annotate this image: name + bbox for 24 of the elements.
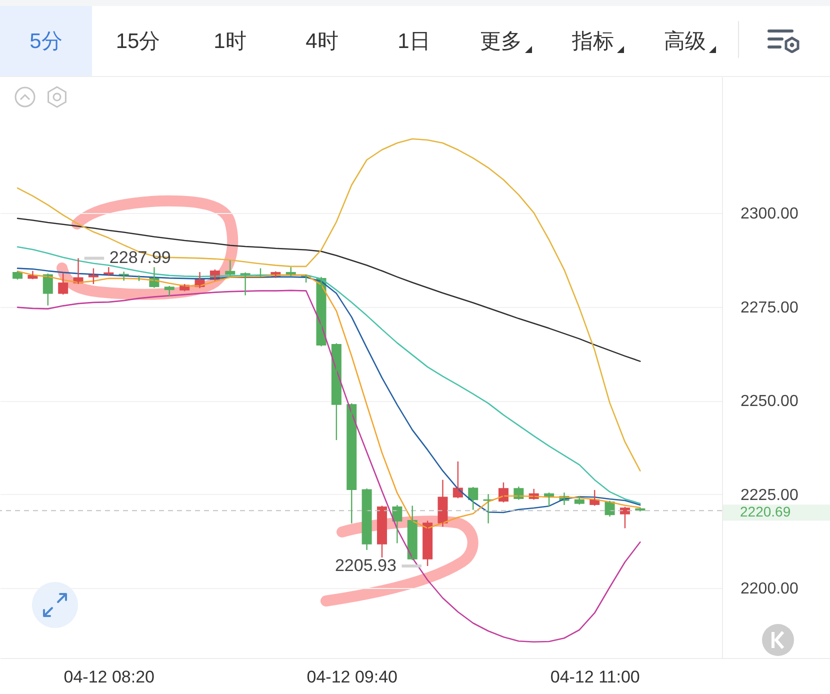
text: 5分 [30, 29, 62, 55]
y-tick-label: 2200.00 [740, 580, 798, 598]
text: 高级 [664, 29, 706, 55]
annotation: 2205.93 [334, 556, 396, 575]
text: 15分 [116, 29, 160, 55]
annotation: 2287.99 [109, 248, 171, 268]
y-tick-label: 2250.00 [740, 393, 798, 410]
x-tick-label: 04-12 08:20 [64, 668, 155, 686]
candlestick [58, 272, 68, 296]
text: 4时 [306, 29, 338, 55]
y-tick-label: 2300.00 [740, 206, 798, 223]
x-tick-label: 04-12 11:00 [550, 668, 640, 686]
line-series [16, 138, 641, 472]
text: 1时 [214, 29, 246, 55]
text: 更多 [480, 29, 522, 55]
y-tick-label: 2225.00 [740, 486, 798, 504]
text: 1日 [398, 29, 430, 55]
line-series [16, 218, 641, 362]
x-tick-label: 04-12 09:40 [306, 668, 398, 686]
y-tick-label: 2275.00 [740, 299, 798, 316]
text: 指标 [572, 29, 614, 55]
candlestick [164, 285, 174, 297]
line-series [16, 290, 641, 643]
ref-line-label: 2220.69 [740, 504, 791, 520]
